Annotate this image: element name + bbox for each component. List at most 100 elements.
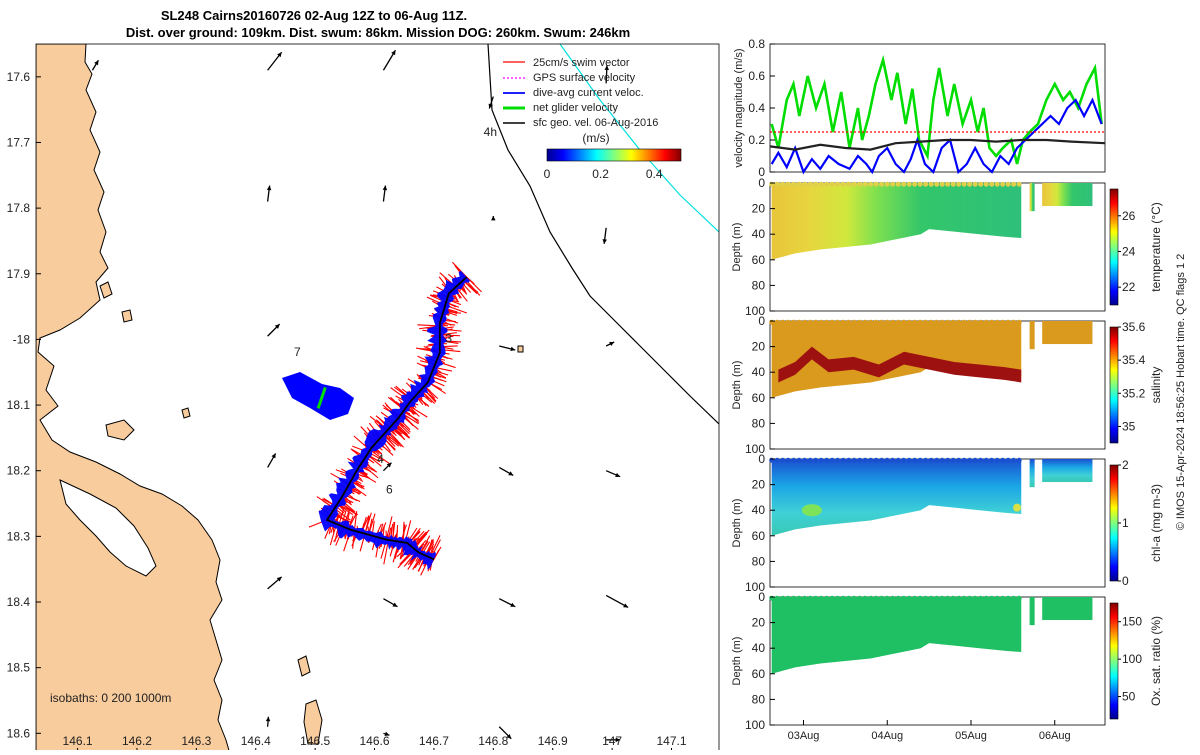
section-sample-dot	[835, 320, 840, 325]
title-line-2: Dist. over ground: 109km. Dist. swum: 86…	[126, 25, 630, 40]
section-sample-dot	[901, 182, 906, 187]
section-sample-dot	[846, 458, 851, 463]
section-sample-dot	[973, 596, 978, 601]
map-x-tick-label: 146.7	[419, 734, 449, 748]
section-sample-dot	[929, 458, 934, 463]
section-sample-dot	[989, 596, 994, 601]
section-sample-dot	[1006, 458, 1011, 463]
map-y-tick-label: -18	[13, 332, 31, 346]
map-y-tick-label: 18.5	[7, 661, 31, 675]
section-sample-dot	[934, 596, 939, 601]
section-sample-dot	[1011, 458, 1016, 463]
section-sample-dot	[984, 182, 989, 187]
section-sample-dot	[912, 596, 917, 601]
section-sample-dot	[896, 596, 901, 601]
section-sample-dot	[808, 458, 813, 463]
section-sample-dot	[890, 182, 895, 187]
section-sample-dot	[802, 320, 807, 325]
section-colorbar-tick-label: 24	[1122, 244, 1136, 258]
section-sample-dot	[824, 182, 829, 187]
map-annotation: 4h	[484, 125, 497, 139]
section-colorbar-tick-label: 1	[1122, 516, 1129, 530]
legend-current: dive-avg current veloc.	[533, 87, 644, 99]
section-x-tick-label: 06Aug	[1039, 730, 1071, 742]
section-sample-dot	[978, 320, 983, 325]
section-sample-dot	[879, 596, 884, 601]
section-sample-dot	[813, 182, 818, 187]
section-sample-dot	[989, 182, 994, 187]
section-sample-dot	[1011, 182, 1016, 187]
section-y-tick-label: 20	[752, 478, 766, 492]
map-x-tick-label: 147.1	[656, 734, 686, 748]
section-y-tick-label: 20	[752, 340, 766, 354]
map-y-tick-label: 18.2	[7, 464, 31, 478]
section-x-tick-label: 05Aug	[955, 730, 987, 742]
section-sample-dot	[797, 458, 802, 463]
section-y-tick-label: 40	[752, 503, 766, 517]
title-line-1: SL248 Cairns20160726 02-Aug 12Z to 06-Au…	[161, 8, 467, 23]
island-3	[122, 310, 132, 322]
map-x-tick-label: 146.9	[538, 734, 568, 748]
section-sample-dot	[995, 182, 1000, 187]
section-sample-dot	[780, 458, 785, 463]
section-sample-dot	[956, 182, 961, 187]
section-sample-dot	[951, 596, 956, 601]
section-sample-dot	[841, 458, 846, 463]
section-sample-dot	[808, 596, 813, 601]
section-sample-dot	[835, 596, 840, 601]
velocity-panel: 00.20.40.60.8 velocity magnitude (m/s)	[733, 37, 1105, 179]
section-sample-dot	[813, 458, 818, 463]
section-sample-dot	[786, 320, 791, 325]
island-4	[182, 408, 190, 418]
map-y-tick-label: 17.6	[7, 70, 31, 84]
map-y-tick-label: 18.4	[7, 595, 31, 609]
section-colorbar-label: chl-a (mg m-3)	[1149, 484, 1163, 562]
section-sample-dot	[989, 458, 994, 463]
section-sample-dot	[918, 458, 923, 463]
section-sample-dot	[780, 320, 785, 325]
legend-net: net glider velocity	[533, 102, 618, 114]
section-y-tick-label: 40	[752, 365, 766, 379]
section-sample-dot	[830, 596, 835, 601]
section-sample-dot	[879, 458, 884, 463]
section-sample-dot	[984, 458, 989, 463]
section-colorbar	[1110, 327, 1118, 443]
map-y-tick-label: 17.9	[7, 267, 31, 281]
section-y-tick-label: 80	[752, 278, 766, 292]
section-y-tick-label: 100	[745, 718, 765, 732]
section-sample-dot	[874, 320, 879, 325]
section-y-tick-label: 40	[752, 641, 766, 655]
speed-colorbar-tick: 0.2	[592, 167, 609, 181]
section-ylabel: Depth (m)	[731, 637, 743, 686]
section-sample-dot	[824, 458, 829, 463]
section-sample-dot	[978, 596, 983, 601]
section-sample-dot	[918, 320, 923, 325]
section-sample-dot	[995, 458, 1000, 463]
section-sample-dot	[934, 182, 939, 187]
section-sample-dot	[857, 458, 862, 463]
map-x-tick-label: 147	[602, 734, 622, 748]
section-sample-dot	[1000, 320, 1005, 325]
chla-max-patch	[1013, 504, 1021, 512]
section-sample-dot	[786, 182, 791, 187]
section-y-tick-label: 80	[752, 554, 766, 568]
map-y-tick-label: 17.7	[7, 135, 31, 149]
section-sample-dot	[852, 320, 857, 325]
section-sample-dot	[896, 458, 901, 463]
section-sample-dot	[797, 320, 802, 325]
section-sample-dot	[907, 320, 912, 325]
section-sample-dot	[863, 458, 868, 463]
map-x-tick-label: 146.5	[300, 734, 330, 748]
section-y-tick-label: 20	[752, 202, 766, 216]
section-sample-dot	[951, 458, 956, 463]
section-colorbar-label: Ox. sat. ratio (%)	[1149, 616, 1163, 706]
section-colorbar	[1110, 603, 1118, 719]
section-sample-dot	[874, 458, 879, 463]
section-sample-dot	[786, 596, 791, 601]
section-sample-dot	[907, 458, 912, 463]
section-sample-dot	[929, 320, 934, 325]
